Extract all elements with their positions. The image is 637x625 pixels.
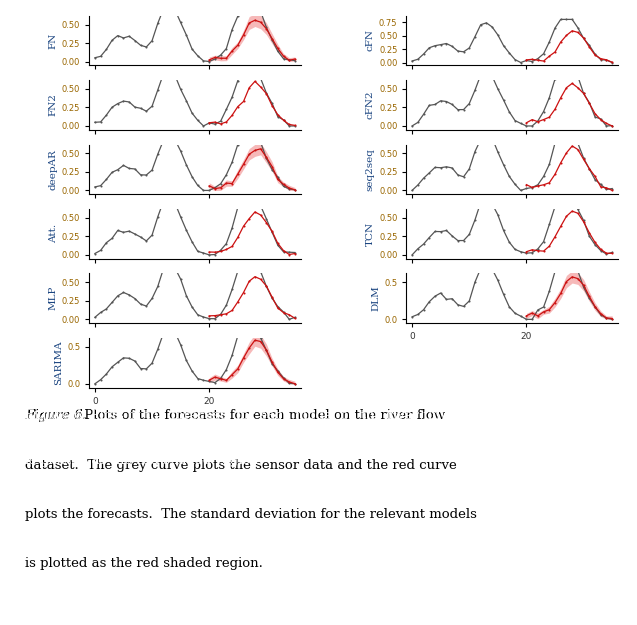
Y-axis label: deepAR: deepAR	[48, 149, 57, 190]
Y-axis label: FN: FN	[48, 32, 57, 49]
Y-axis label: DLM: DLM	[371, 286, 380, 311]
Text: Figure 6. Plots of the forecasts for each model on the river flow
dataset.  The : Figure 6. Plots of the forecasts for eac…	[25, 409, 477, 468]
Text: Figure 6.: Figure 6.	[25, 409, 87, 422]
Y-axis label: seq2seq: seq2seq	[366, 148, 375, 191]
Y-axis label: Att.: Att.	[48, 224, 57, 243]
Text: Plots of the forecasts for each model on the river flow: Plots of the forecasts for each model on…	[80, 409, 445, 422]
Text: plots the forecasts.  The standard deviation for the relevant models: plots the forecasts. The standard deviat…	[25, 508, 477, 521]
Y-axis label: SARIMA: SARIMA	[54, 341, 63, 385]
Y-axis label: FN2: FN2	[48, 93, 57, 116]
Y-axis label: cFN: cFN	[366, 29, 375, 51]
Text: Figure 6.: Figure 6.	[25, 409, 87, 422]
Y-axis label: cFN2: cFN2	[366, 91, 375, 119]
Y-axis label: TCN: TCN	[366, 222, 375, 246]
Text: Figure 6.: Figure 6.	[25, 409, 87, 422]
Text: is plotted as the red shaded region.: is plotted as the red shaded region.	[25, 558, 263, 571]
Y-axis label: MLP: MLP	[48, 286, 57, 311]
Text: dataset.  The grey curve plots the sensor data and the red curve: dataset. The grey curve plots the sensor…	[25, 459, 457, 471]
